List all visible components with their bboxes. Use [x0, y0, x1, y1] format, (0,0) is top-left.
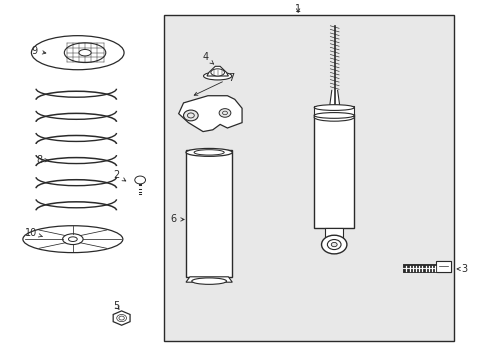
Ellipse shape [327, 239, 340, 249]
Text: 10: 10 [25, 228, 42, 238]
Ellipse shape [330, 242, 336, 247]
Polygon shape [206, 66, 228, 76]
Ellipse shape [31, 36, 124, 70]
Bar [436, 261, 450, 272]
Ellipse shape [321, 235, 346, 254]
Ellipse shape [222, 111, 227, 115]
Text: 4: 4 [202, 52, 213, 64]
Bar [314, 107, 353, 117]
Ellipse shape [191, 278, 226, 284]
Text: 6: 6 [170, 215, 183, 224]
Bar [435, 261, 450, 272]
Ellipse shape [183, 110, 198, 121]
Text: 7: 7 [194, 73, 233, 95]
Polygon shape [325, 228, 342, 250]
Ellipse shape [194, 150, 224, 155]
Polygon shape [328, 90, 340, 112]
Ellipse shape [135, 176, 145, 184]
Ellipse shape [79, 49, 91, 56]
Ellipse shape [187, 113, 194, 118]
Ellipse shape [219, 109, 230, 117]
Ellipse shape [314, 105, 353, 111]
Ellipse shape [210, 69, 224, 76]
Ellipse shape [23, 226, 122, 253]
Ellipse shape [203, 72, 231, 80]
Bar [163, 15, 453, 341]
Polygon shape [113, 311, 130, 325]
Ellipse shape [62, 234, 83, 244]
Ellipse shape [68, 237, 77, 242]
Ellipse shape [314, 113, 353, 118]
Text: 3: 3 [456, 264, 466, 274]
Polygon shape [185, 277, 232, 282]
Text: 9: 9 [32, 46, 46, 56]
Text: 5: 5 [113, 301, 119, 311]
Ellipse shape [314, 113, 353, 121]
Text: 2: 2 [113, 170, 125, 181]
Bar [185, 149, 232, 277]
Text: 1: 1 [294, 4, 301, 14]
Text: 8: 8 [37, 155, 48, 165]
Bar [314, 114, 353, 228]
Polygon shape [178, 96, 242, 132]
Ellipse shape [185, 148, 232, 156]
Ellipse shape [64, 43, 105, 63]
